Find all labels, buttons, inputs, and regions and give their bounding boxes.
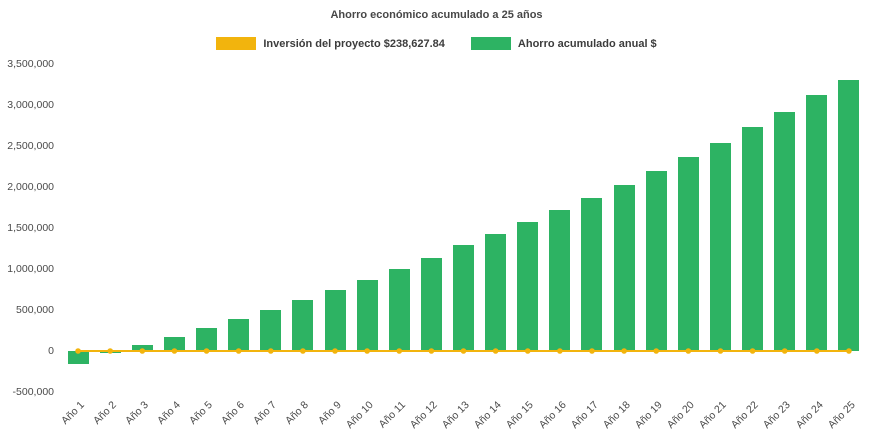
bar-año-14 [485,233,507,351]
legend-investment-label: Inversión del proyecto $238,627.84 [263,37,445,50]
plot-area [62,64,865,392]
legend-item-investment[interactable]: Inversión del proyecto $238,627.84 [216,37,445,50]
x-tick-label: Año 11 [376,399,408,431]
bar-año-12 [420,257,442,351]
investment-swatch-icon [216,37,257,50]
bars-layer [62,64,865,392]
x-tick-label: Año 18 [600,399,633,432]
bar-año-3 [131,345,153,351]
investment-point [428,348,435,354]
x-tick-label: Año 21 [696,399,729,432]
x-tick-label: Año 13 [439,399,472,432]
x-tick-label: Año 6 [219,399,248,427]
investment-point [139,348,146,354]
y-tick-label: 500,000 [16,304,54,316]
investment-point [235,348,242,354]
bar-año-4 [163,337,185,351]
bar-año-17 [581,197,603,351]
legend-savings-label: Ahorro acumulado anual $ [517,37,657,50]
investment-point [717,348,724,354]
x-tick-label: Año 19 [632,399,665,432]
bar-año-20 [677,157,699,351]
investment-point [171,348,178,354]
x-tick-label: Año 1 [58,399,87,427]
bar-año-19 [645,171,667,351]
x-axis: Año 1 Año 2 Año 3 Año 4 Año 5 Año 6 Año 7 Año 8… [58,396,865,436]
investment-point [653,348,660,354]
bar-año-6 [228,319,250,351]
bar-año-22 [742,127,764,351]
x-tick-label: Año 2 [90,399,119,427]
x-tick-label: Año 9 [315,399,344,427]
x-tick-label: Año 16 [536,399,569,432]
investment-point [460,348,467,354]
investment-point [589,348,595,354]
y-tick-label: 0 [48,345,54,357]
x-tick-label: Año 20 [664,399,697,432]
y-axis: 3,500,000 3,000,000 2,500,000 2,000,000 1,50… [0,58,54,398]
investment-point [396,348,403,354]
investment-point [749,348,756,354]
bar-año-9 [324,290,346,351]
bar-año-21 [709,142,731,351]
y-tick-label: 3,500,000 [7,58,54,70]
x-tick-label: Año 15 [504,399,537,432]
x-tick-label: Año 10 [343,399,376,432]
bar-año-25 [838,79,860,351]
bar-año-18 [613,185,635,351]
investment-point [107,348,113,354]
x-tick-label: Año 17 [568,399,601,432]
chart-legend: Inversión del proyecto $238,627.84 Ahorr… [0,37,873,50]
legend-item-savings[interactable]: Ahorro acumulado anual $ [470,37,657,50]
y-tick-label: 3,000,000 [7,99,54,111]
x-tick-label: Año 12 [407,399,440,432]
investment-point [814,348,820,354]
investment-point [203,348,210,354]
x-tick-label: Año 3 [122,399,151,427]
x-tick-label: Año 22 [729,399,762,432]
bar-año-13 [453,245,474,351]
x-tick-label: Año 4 [154,399,183,427]
x-tick-label: Año 7 [251,399,280,427]
y-tick-label: 2,500,000 [7,140,54,152]
bar-año-5 [196,328,218,351]
investment-point [267,348,274,354]
investment-point [621,348,627,354]
x-tick-label: Año 14 [472,399,505,432]
investment-line [75,348,852,354]
investment-point [492,348,499,354]
x-tick-label: Año 8 [283,399,312,427]
bar-año-16 [549,209,571,351]
investment-point [846,348,852,354]
x-tick-label: Año 23 [761,399,794,432]
bar-año-15 [517,222,539,351]
y-tick-label: 2,000,000 [7,181,54,193]
y-tick-label: -500,000 [12,386,54,398]
chart-title: Ahorro económico acumulado a 25 años [330,9,543,21]
savings-swatch-icon [470,37,511,50]
bar-año-23 [774,111,796,351]
y-tick-label: 1,000,000 [7,263,54,275]
bar-año-8 [292,300,314,351]
x-tick-label: Año 24 [793,399,826,432]
investment-point [75,348,81,354]
bar-año-7 [260,310,282,351]
x-tick-label: Año 25 [825,399,858,432]
investment-point [524,348,531,354]
bar-año-11 [388,269,410,351]
investment-point [781,348,788,354]
investment-point [557,348,563,354]
y-tick-label: 1,500,000 [7,222,54,234]
x-tick-label: Año 5 [187,399,216,427]
bar-año-10 [356,279,378,351]
investment-point [300,348,306,354]
investment-point [332,348,338,354]
bar-año-24 [806,95,828,351]
investment-point [364,348,370,354]
bar-año-1 [67,351,89,365]
investment-point [685,348,692,354]
